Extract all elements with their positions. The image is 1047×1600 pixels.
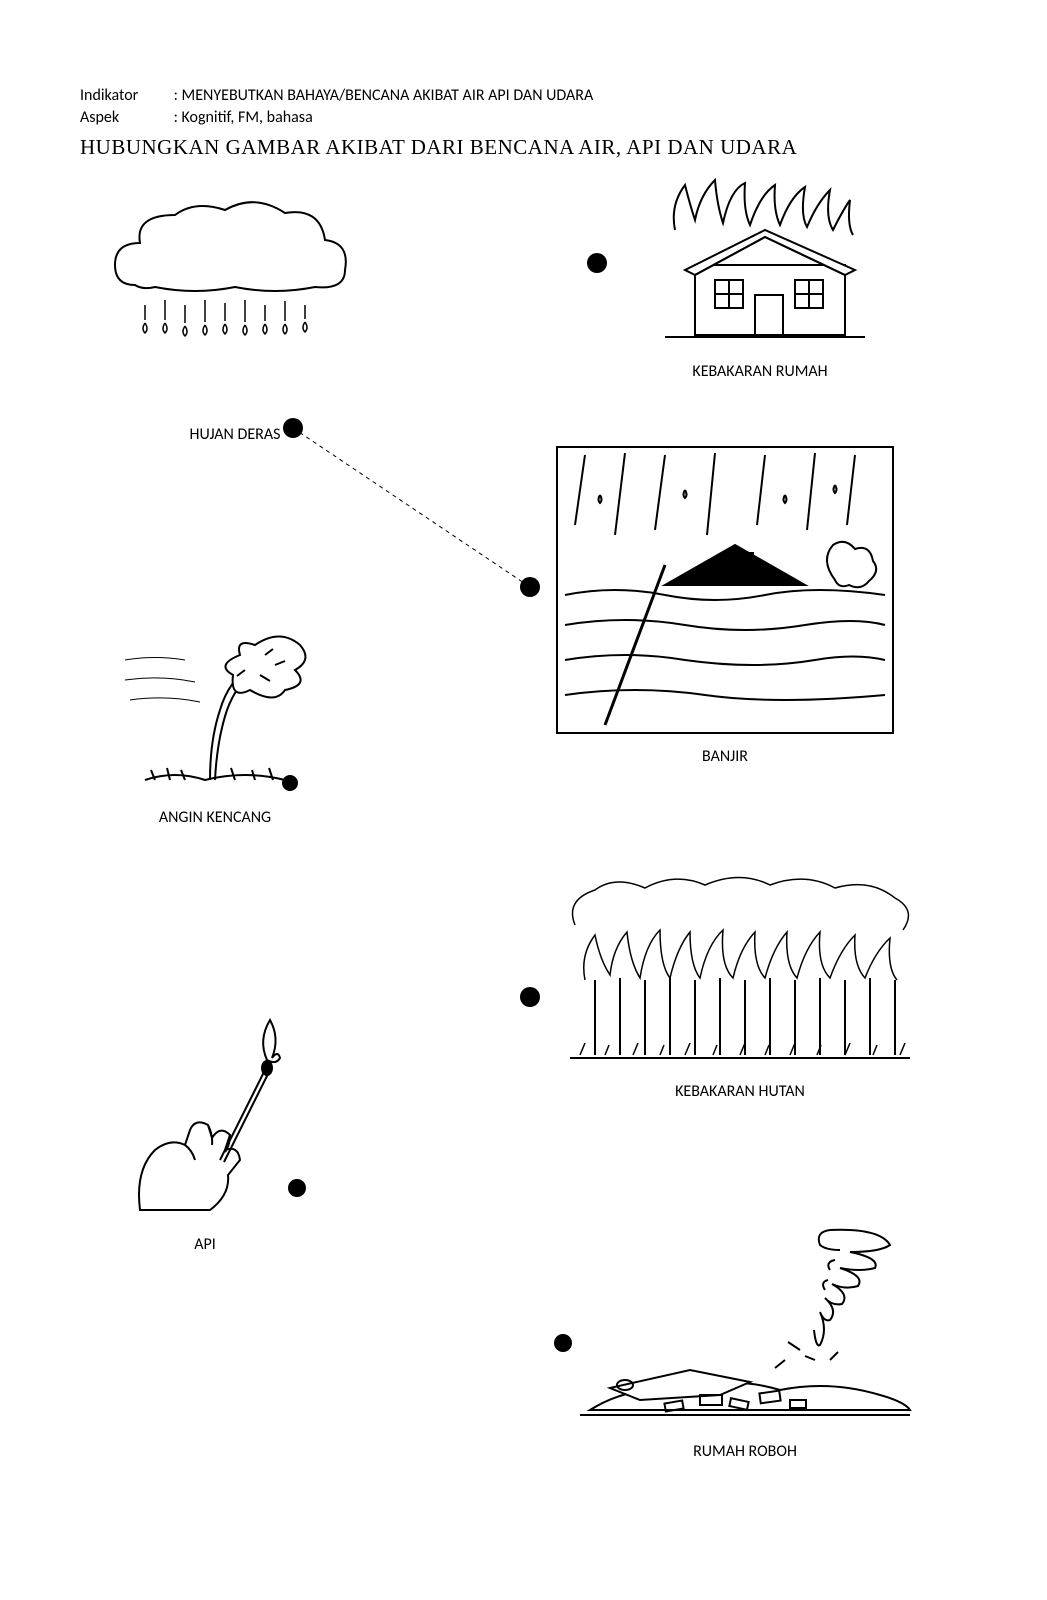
connector-dot-rumah_roboh[interactable] <box>554 1334 572 1352</box>
meta-value: MENYEBUTKAN BAHAYA/BENCANA AKIBAT AIR AP… <box>182 86 594 105</box>
match-icon <box>120 1010 290 1220</box>
caption: KEBAKARAN HUTAN <box>555 1082 925 1101</box>
caption: BANJIR <box>555 747 895 766</box>
connector-dot-hujan[interactable] <box>283 418 303 438</box>
item-hujan-deras: HUJAN DERAS <box>95 195 355 444</box>
forest-fire-icon <box>555 870 925 1070</box>
connector-dot-angin[interactable] <box>282 775 298 791</box>
item-banjir: BANJIR <box>555 445 895 766</box>
connector-dot-kebakaran_hutan[interactable] <box>520 987 540 1007</box>
caption: KEBAKARAN RUMAH <box>630 362 890 381</box>
windy-tree-icon <box>115 620 315 790</box>
meta-value: Kognitif, FM, bahasa <box>182 108 313 127</box>
connector-dot-kebakaran_rumah[interactable] <box>587 253 607 273</box>
meta-label: Indikator <box>80 85 170 107</box>
meta-label: Aspek <box>80 107 170 129</box>
flood-icon <box>555 445 895 735</box>
tornado-debris-icon <box>570 1210 920 1430</box>
item-rumah-roboh: RUMAH ROBOH <box>570 1210 920 1461</box>
meta-sep: : <box>174 86 182 105</box>
connection-line <box>293 428 530 587</box>
rain-cloud-icon <box>95 195 355 395</box>
item-kebakaran-hutan: KEBAKARAN HUTAN <box>555 870 925 1101</box>
caption: ANGIN KENCANG <box>110 808 320 827</box>
meta-row-aspek: Aspek : Kognitif, FM, bahasa <box>80 107 797 129</box>
connector-dot-banjir[interactable] <box>520 577 540 597</box>
item-api: API <box>110 1010 300 1254</box>
meta-row-indikator: Indikator : MENYEBUTKAN BAHAYA/BENCANA A… <box>80 85 797 107</box>
worksheet-header: Indikator : MENYEBUTKAN BAHAYA/BENCANA A… <box>80 85 797 160</box>
caption: API <box>110 1235 300 1254</box>
caption: HUJAN DERAS <box>115 425 355 444</box>
house-fire-icon <box>635 175 885 350</box>
item-kebakaran-rumah: KEBAKARAN RUMAH <box>630 175 890 381</box>
meta-sep: : <box>174 108 182 127</box>
instruction-text: HUBUNGKAN GAMBAR AKIBAT DARI BENCANA AIR… <box>80 135 797 160</box>
connector-dot-api[interactable] <box>288 1179 306 1197</box>
caption: RUMAH ROBOH <box>570 1442 920 1461</box>
item-angin-kencang: ANGIN KENCANG <box>110 620 320 827</box>
